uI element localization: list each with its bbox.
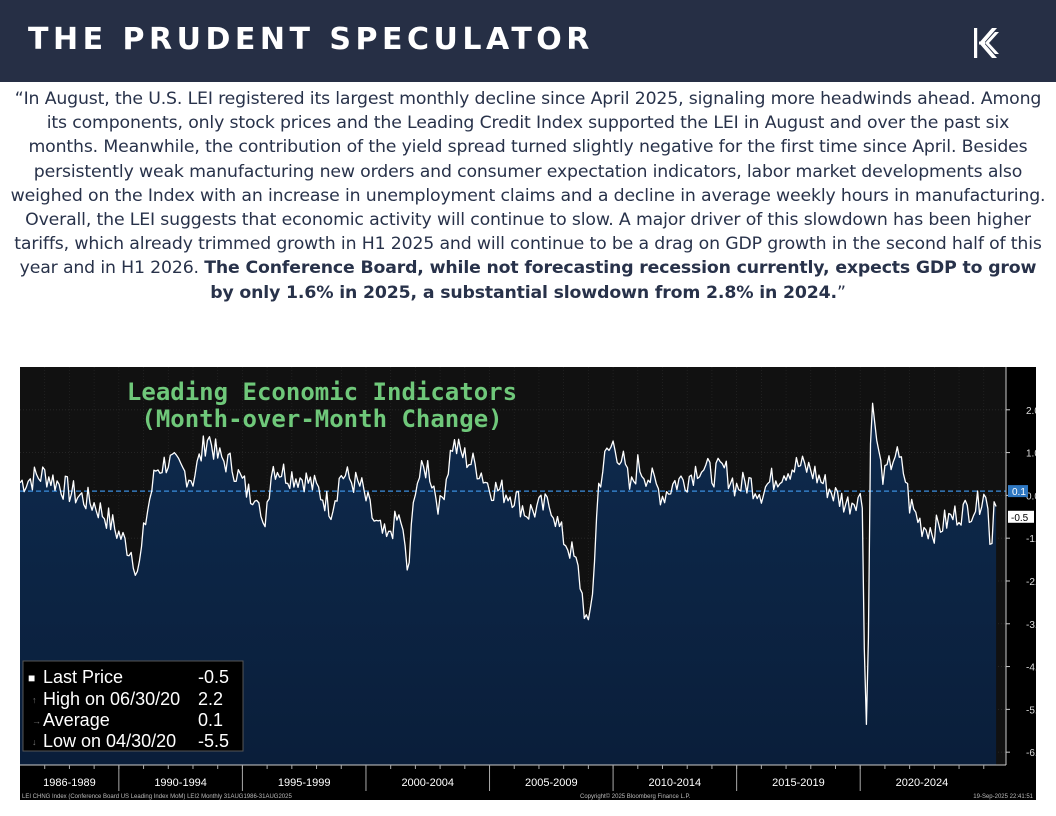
last-value-badge <box>1008 510 1034 523</box>
series-line <box>19 402 997 726</box>
y-tick-label: -4.0 <box>1026 663 1036 674</box>
x-group-label: 2000-2004 <box>401 777 454 789</box>
chart-panel: 1986-1989 1990-1994 1995-1999 2000-2004 2005… <box>19 367 1044 800</box>
legend-marker-average: → <box>32 716 41 726</box>
x-group-label: 2010-2014 <box>649 777 702 789</box>
legend-label-average: Average <box>43 710 110 730</box>
average-value-badge <box>1008 485 1028 498</box>
x-group-label: 1995-1999 <box>278 777 331 789</box>
chart-title-line2: (Month-over-Month Change) <box>141 405 502 433</box>
header-bar: THE PRUDENT SPECULATOR <box>0 0 1056 82</box>
footer-timestamp: 19-Sep-2025 22:41:51 <box>973 794 1033 800</box>
brand-title: THE PRUDENT SPECULATOR <box>28 22 594 57</box>
average-badge-label: 0.1 <box>1012 487 1026 498</box>
quote-bold-conclusion: The Conference Board, while not forecast… <box>204 258 1037 303</box>
x-group-label: 2005-2009 <box>525 777 578 789</box>
quote-body: In August, the U.S. LEI registered its l… <box>10 89 1046 279</box>
legend-value-high: 2.2 <box>198 689 223 709</box>
x-group-label: 2015-2019 <box>772 777 825 789</box>
quote-open-mark: “ <box>14 89 24 109</box>
footer-copyright: Copyright© 2025 Bloomberg Finance L.P. <box>580 793 691 800</box>
tps-monogram-icon <box>974 28 999 58</box>
last-badge-label: -0.5 <box>1011 513 1029 524</box>
lei-chart: 1986-1989 1990-1994 1995-1999 2000-2004 2005… <box>19 367 1044 800</box>
y-tick-label: -6.0 <box>1026 748 1036 759</box>
y-tick-label: 1.0 <box>1026 449 1036 460</box>
chart-legend: ■ Last Price -0.5 ↑ High on 06/30/20 2.2… <box>22 660 244 752</box>
legend-value-average: 0.1 <box>198 710 223 730</box>
legend-value-last: -0.5 <box>198 667 229 687</box>
legend-marker-high: ↑ <box>32 695 37 705</box>
x-group-label: 1986-1989 <box>43 777 96 789</box>
legend-marker-last: ■ <box>28 671 35 685</box>
y-tick-label: -3.0 <box>1026 620 1036 631</box>
quote-close-mark: ” <box>836 282 846 303</box>
y-tick-label: 2.0 <box>1026 406 1036 417</box>
quote-paragraph: “In August, the U.S. LEI registered its … <box>10 87 1046 305</box>
legend-label-high: High on 06/30/20 <box>43 689 180 709</box>
chart-title-line1: Leading Economic Indicators <box>127 378 517 406</box>
legend-label-last: Last Price <box>43 667 123 687</box>
y-tick-label: -5.0 <box>1026 705 1036 716</box>
footer-source: LEI CHNG Index (Conference Board US Lead… <box>22 794 292 800</box>
legend-label-low: Low on 04/30/20 <box>43 731 176 751</box>
x-group-label: 2020-2024 <box>896 777 949 789</box>
x-group-label: 1990-1994 <box>154 777 207 789</box>
y-tick-label: -2.0 <box>1026 577 1036 588</box>
legend-marker-low: ↓ <box>32 737 37 747</box>
y-tick-label: -1.0 <box>1026 534 1036 545</box>
y-tick-label: 0.0 <box>1026 491 1036 502</box>
legend-value-low: -5.5 <box>198 731 229 751</box>
